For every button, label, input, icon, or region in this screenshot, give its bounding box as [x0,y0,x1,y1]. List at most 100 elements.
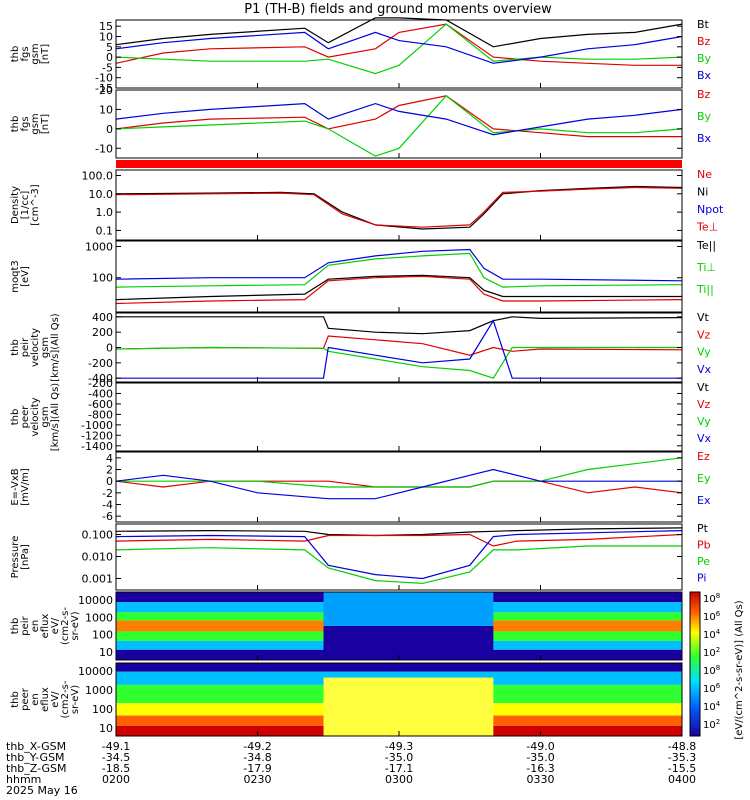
y-axis-label-line: thb [10,409,21,426]
y-tick-label: -600 [88,398,113,411]
legend-Bt: Bt [697,18,710,31]
spectrogram-gap [323,592,494,626]
spectrogram-band [116,663,682,672]
y-axis-label: Density[1/cc][cm^-3] [10,184,41,225]
panel-efield: 420-2-4-6 E=-VxB[mV/m] Ez Ey Ex [10,450,711,523]
x-axis-value: 0400 [668,773,696,786]
y-tick-label: 0.100 [82,528,114,541]
y-tick-label: -1200 [81,429,113,442]
y-tick-label: -400 [88,372,113,385]
legend-Te||: Te|| [696,239,716,252]
y-axis-label-line: thb [10,116,21,133]
series-Ti⊥ [115,252,683,288]
series-Pb [115,533,683,547]
legend-Vz: Vz [697,398,711,411]
colorbar-tick: 108 [703,664,720,677]
y-axis-label-line: gsm [40,337,51,358]
y-tick-label: -5 [102,61,113,74]
x-axis-value: -18.5 [102,762,130,775]
chart-title: P1 (TH-B) fields and ground moments over… [244,2,552,17]
y-tick-label: 15 [99,20,113,33]
x-axis-value: -49.3 [385,740,413,753]
legend-Ne: Ne [697,168,712,181]
x-axis-value: -49.0 [526,740,554,753]
colorbar-tick: 102 [703,646,720,659]
series-Bt [115,17,683,48]
y-tick-label: 20 [99,84,113,97]
y-axis-label: Pressure[nPa] [10,536,31,579]
series-By [115,94,683,157]
panel-frame [115,19,683,89]
colorbar-tick: 108 [703,592,720,605]
y-axis-label-line: (cm2-s- [60,680,71,718]
y-axis-label-line: eV/ [50,691,61,708]
colorbar [689,591,701,737]
y-tick-label: 0 [106,475,113,488]
colorbar-tick: 104 [703,628,721,641]
legend-Vt: Vt [697,311,710,324]
series-By [115,23,683,75]
legend-Te⊥: Te⊥ [696,221,718,234]
y-axis-label: E=-VxB[mV/m] [10,468,31,506]
panel-frame [115,169,683,241]
y-axis-label-line: fgs [20,46,31,61]
legend-Bx: Bx [697,132,712,145]
y-tick-label: 10000 [78,665,113,678]
legend-Pt: Pt [697,522,709,535]
y-tick-label: 10.0 [89,188,114,201]
y-tick-label: -15 [95,82,113,95]
series-Pt [115,527,683,537]
x-axis-row-label: thb_Z-GSM [6,762,66,775]
x-axis-value: -35.0 [526,751,554,764]
y-axis-label-line: Density [10,186,21,224]
series-Pi [115,530,683,580]
y-axis-label-line: (cm2-s- [60,607,71,645]
y-axis-label-line: [km/s](All Qs) [50,383,61,451]
y-tick-label: -400 [88,387,113,400]
colorbar-tick-exp: 8 [716,664,720,672]
y-axis-label-line: eflux [40,614,51,639]
y-tick-label: 1000 [85,684,113,697]
series-Bz [115,95,682,138]
y-tick-label: -10 [95,72,113,85]
y-axis-label-line: en [30,620,41,633]
x-axis-value: -16.3 [526,762,554,775]
y-tick-label: 0 [106,123,113,136]
series-Te|| [115,274,682,301]
y-axis-label-line: eflux [40,687,51,712]
colorbar-tick-exp: 6 [716,682,721,690]
series-Ex [115,468,682,500]
panel-peer_vel: -200-400-600-800-1000-1200-1400 thbpeerve… [10,377,712,453]
legend-Vy: Vy [697,415,711,428]
colorbar-label: [eV/(cm^2-s-sr-eV)] (All Qs) [734,600,745,739]
y-axis-label-line: moqt3 [10,260,21,293]
panel-fgs2: 20 10 0 -10 thbfgsgsm[nT] Bz By Bx [10,84,712,159]
y-axis-label-line: Pressure [10,536,21,579]
y-axis-label-line: eV/ [50,617,61,634]
series-Vy [115,346,682,379]
panel-pressure: 0.100 0.010 0.001 Pressure[nPa] Pt Pb Pe Pi [10,522,711,591]
y-axis-label: moqt3[eV] [10,260,31,293]
y-axis-label-line: en [30,693,41,706]
x-axis-value: -34.8 [243,751,271,764]
legend-Ni: Ni [697,186,708,199]
legend-Ey: Ey [697,472,711,485]
y-axis-label-line: [km/s](All Qs) [50,313,61,381]
y-tick-label: 100 [92,703,113,716]
y-axis-label-line: [mV/m] [20,468,31,506]
panel-temp: 1000 100 moqt3[eV] Te|| Ti⊥ Ti|| [10,239,716,313]
panel-peer_en: 10000 1000 100 10 thbpeerenefluxeV/(cm2-s-sr… [10,662,683,737]
y-tick-label: 100.0 [82,170,114,183]
y-axis-label-line: [nT] [40,114,51,134]
y-tick-label: -10 [95,142,113,155]
y-tick-label: -200 [88,357,113,370]
x-axis-row-label: hhmm [6,773,41,786]
y-axis-label-line: gsm [30,43,41,64]
x-axis-value: -48.8 [668,740,696,753]
y-tick-label: 0 [106,51,113,64]
y-tick-label: 10 [99,646,113,659]
y-axis-label-line: thb [10,339,21,356]
legend-Ti||: Ti|| [696,283,714,296]
